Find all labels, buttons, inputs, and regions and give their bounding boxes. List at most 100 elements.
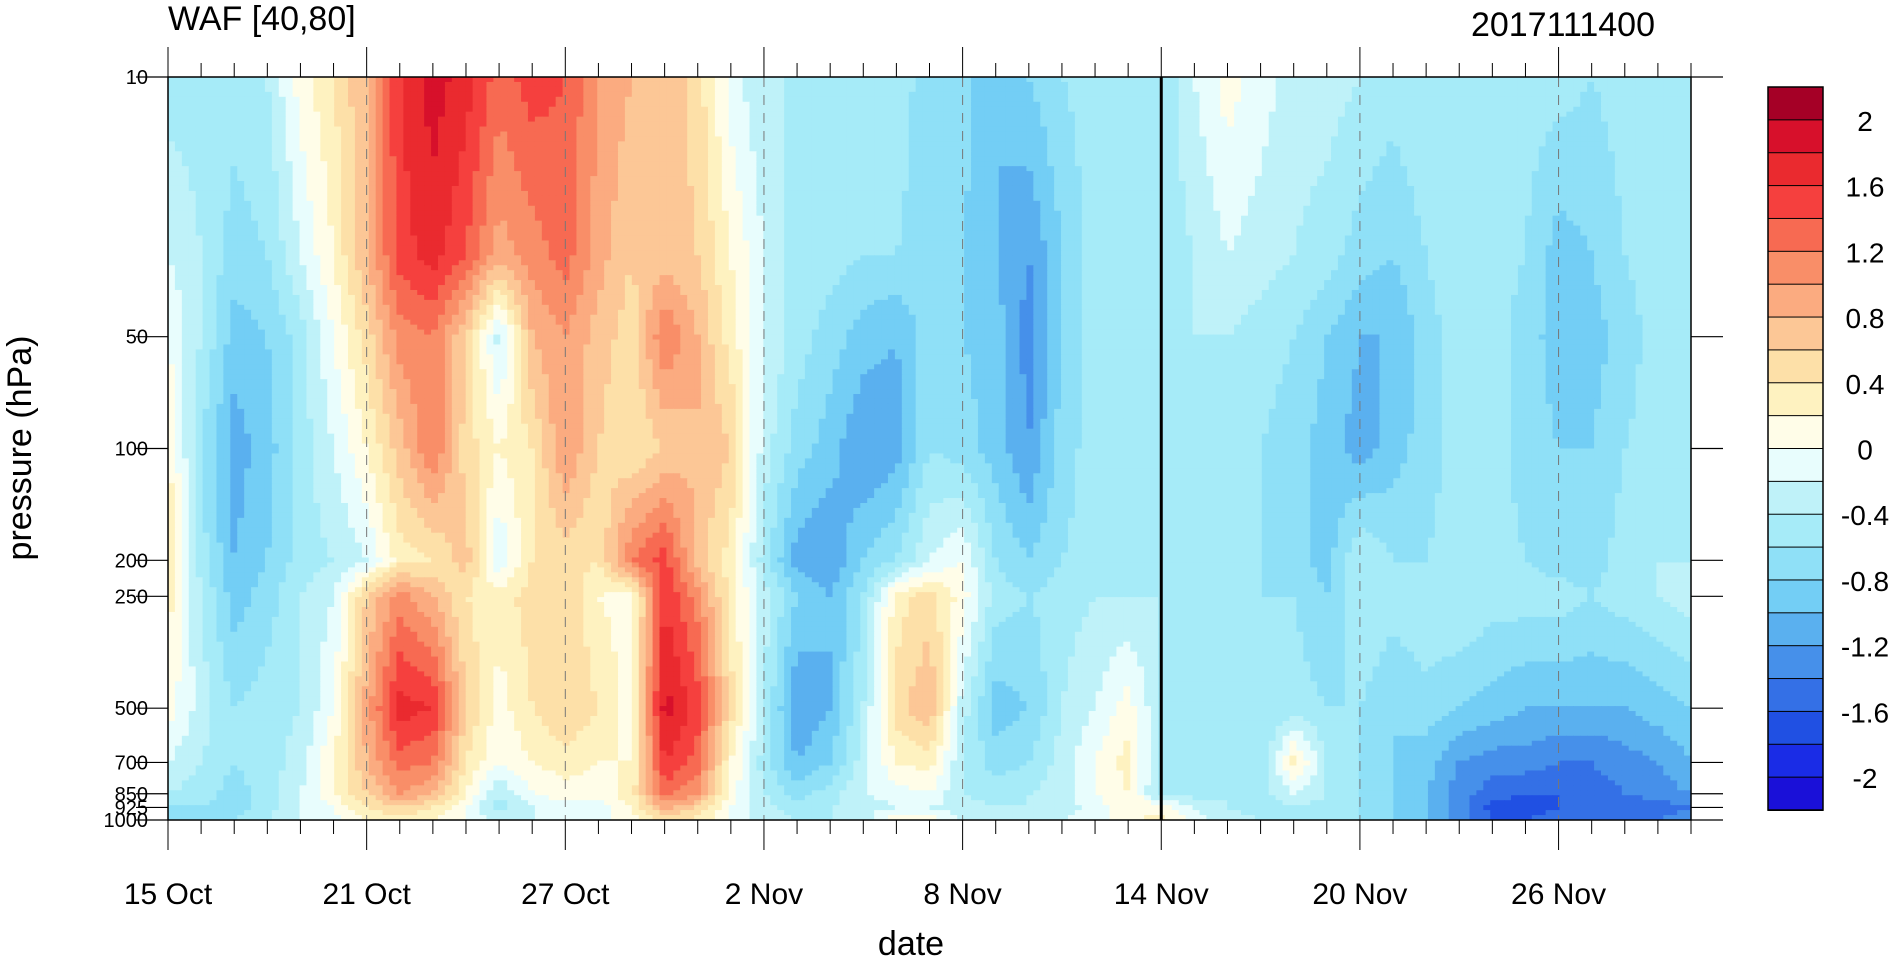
field-cell [930,77,938,83]
field-cell [964,97,972,103]
field-cell [943,92,951,98]
field-cell [459,87,467,93]
field-cell [1373,87,1381,93]
field-cell [639,77,647,83]
field-cell [777,77,785,83]
field-cell [334,102,342,108]
field-cell [258,102,266,108]
field-cell [736,77,744,83]
field-cell [1255,87,1263,93]
field-cell [1546,92,1554,98]
field-cell [1082,92,1090,98]
field-cell [1324,77,1332,83]
field-cell [1130,82,1138,88]
field-cell [1241,87,1249,93]
field-cell [466,77,474,83]
field-cell [216,92,224,98]
field-cell [348,102,356,108]
field-cell [507,97,515,103]
field-cell [784,97,792,103]
field-cell [1033,87,1041,93]
field-cell [403,92,411,98]
field-cell [1054,82,1062,88]
field-cell [244,82,252,88]
field-cell [1296,87,1304,93]
field-cell [1649,82,1657,88]
field-cell [570,92,578,98]
field-cell [189,102,197,108]
field-cell [272,87,280,93]
field-cell [916,87,924,93]
field-cell [881,92,889,98]
field-cell [916,82,924,88]
field-cell [722,82,730,88]
field-cell [237,102,245,108]
field-cell [251,97,259,103]
field-cell [646,97,654,103]
field-cell [1615,87,1623,93]
field-cell [1490,87,1498,93]
field-cell [507,92,515,98]
field-cell [1283,82,1291,88]
field-cell [1172,87,1180,93]
field-cell [583,97,591,103]
field-cell [1255,92,1263,98]
field-cell [978,77,986,83]
field-cell [341,92,349,98]
field-cell [985,77,993,83]
field-cell [923,82,931,88]
field-cell [1206,82,1214,88]
field-cell [1573,97,1581,103]
field-cell [1331,97,1339,103]
field-cell [320,82,328,88]
field-cell [355,82,363,88]
field-cell [750,97,758,103]
field-cell [223,102,231,108]
field-cell [341,97,349,103]
field-cell [750,102,758,108]
field-cell [1186,77,1194,83]
field-cell [1476,77,1484,83]
field-cell [1213,92,1221,98]
field-cell [320,87,328,93]
field-cell [279,87,287,93]
field-cell [493,102,501,108]
field-cell [1573,77,1581,83]
field-cell [362,102,370,108]
field-cell [535,92,543,98]
field-cell [376,77,384,83]
field-cell [1428,97,1436,103]
field-cell [1677,97,1685,103]
field-cell [1386,82,1394,88]
field-cell [556,97,564,103]
field-cell [417,92,425,98]
field-cell [1144,92,1152,98]
field-cell [216,97,224,103]
field-cell [168,102,176,108]
field-cell [1456,82,1464,88]
field-cell [1504,87,1512,93]
field-cell [618,102,626,108]
field-cell [417,102,425,108]
field-cell [743,82,751,88]
field-cell [930,97,938,103]
field-cell [618,87,626,93]
field-cell [424,77,432,83]
field-cell [1643,77,1651,83]
field-cell [493,92,501,98]
field-cell [1338,77,1346,83]
field-cell [1033,77,1041,83]
field-cell [743,97,751,103]
field-cell [729,87,737,93]
field-cell [1020,102,1028,108]
field-cell [1033,97,1041,103]
field-cell [812,92,820,98]
field-cell [888,92,896,98]
field-cell [237,92,245,98]
field-cell [1130,77,1138,83]
field-cell [1137,97,1145,103]
field-cell [646,102,654,108]
field-cell [210,77,218,83]
field-cell [1310,87,1318,93]
field-cell [390,102,398,108]
